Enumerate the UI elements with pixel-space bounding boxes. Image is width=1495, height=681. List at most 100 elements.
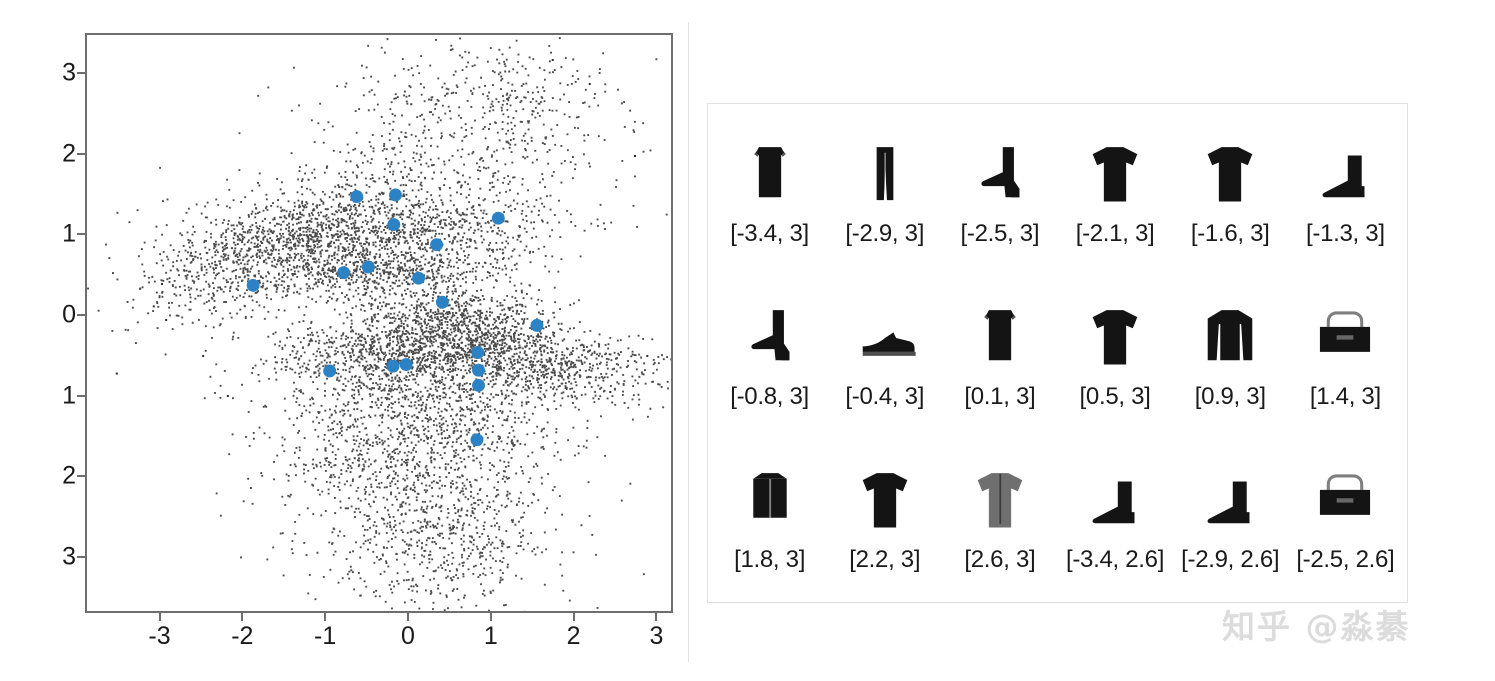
scatter-outlier-point <box>152 305 155 308</box>
highlighted-sample-point-16[interactable] <box>472 378 485 392</box>
decoded-grid-cell-label: [-2.9, 3] <box>845 220 925 248</box>
highlighted-sample-point-12[interactable] <box>386 359 400 373</box>
decoded-grid-cell[interactable]: [-1.3, 3] <box>1289 136 1401 246</box>
scatter-outlier-point <box>633 155 636 157</box>
decoded-grid-cell[interactable]: [1.8, 3] <box>714 462 826 572</box>
highlighted-sample-point-1[interactable] <box>389 188 402 202</box>
undefined <box>1320 474 1371 515</box>
highlighted-sample-point-17[interactable] <box>470 433 484 447</box>
x-tick-label-2: -1 <box>314 622 337 650</box>
decoded-grid-cell-label: [-2.9, 2.6] <box>1181 545 1280 573</box>
x-tick-label-3: 0 <box>401 622 415 650</box>
y-tick-label-1: 2 <box>62 139 76 168</box>
decoded-grid-row-1: [-0.8, 3] [-0.4, 3] [0.1, 3] [0.5, 3] [0.9, … <box>712 299 1403 409</box>
scatter-outlier-point <box>551 59 554 61</box>
y-tick-mark-4 <box>77 394 85 397</box>
decoded-grid-cell[interactable]: [-2.9, 2.6] <box>1174 462 1286 572</box>
highlighted-sample-point-7[interactable] <box>246 278 260 292</box>
decoded-grid-cell-label: [-2.5, 3] <box>960 220 1040 248</box>
x-tick-label-0: -3 <box>148 622 171 650</box>
decoded-grid-cell-label: [0.1, 3] <box>964 382 1036 410</box>
undefined <box>1092 310 1138 365</box>
x-tick-mark-0 <box>158 613 161 621</box>
decoded-grid-cell-label: [-3.4, 2.6] <box>1066 545 1165 573</box>
highlighted-sample-point-4[interactable] <box>430 238 444 252</box>
undefined <box>1207 310 1253 361</box>
undefined <box>1207 481 1250 523</box>
decoded-grid-cell-label: [-0.4, 3] <box>845 382 925 410</box>
highlighted-sample-point-0[interactable] <box>350 190 364 204</box>
y-tick-mark-3 <box>77 313 85 316</box>
decoded-grid-cell[interactable]: [0.1, 3] <box>944 299 1056 409</box>
decoded-grid-cell[interactable]: [-2.9, 3] <box>829 136 941 246</box>
latent-scatter-panel: 3 2 1 0 1 2 3 -3 -2 -1 0 1 2 3 <box>0 0 688 681</box>
highlighted-sample-point-11[interactable] <box>471 346 485 360</box>
decoded-grid-cell[interactable]: [1.4, 3] <box>1289 299 1401 409</box>
undefined <box>1320 311 1371 352</box>
decoded-grid-cell-label: [-2.5, 2.6] <box>1296 545 1395 573</box>
decoded-grid-cell[interactable]: [-2.5, 2.6] <box>1289 462 1401 572</box>
scatter-outlier-point <box>161 283 164 285</box>
scatter-outlier-point <box>646 355 649 357</box>
scatter-plot-frame <box>85 33 673 613</box>
watermark: 知乎 @淼綦 <box>1222 607 1411 646</box>
y-tick-mark-5 <box>77 475 85 478</box>
undefined <box>984 310 1016 361</box>
y-tick-label-6: 3 <box>62 542 76 571</box>
highlighted-sample-point-10[interactable] <box>530 318 544 332</box>
undefined <box>753 147 786 198</box>
decoded-grid-cell[interactable]: [-0.4, 3] <box>829 299 941 409</box>
scatter-canvas <box>87 37 671 611</box>
x-tick-mark-4 <box>489 613 492 621</box>
scatter-outlier-point <box>165 319 168 321</box>
decoded-grid-cell[interactable]: [0.9, 3] <box>1174 299 1286 409</box>
highlighted-sample-point-3[interactable] <box>387 218 401 232</box>
highlighted-sample-point-5[interactable] <box>337 266 351 280</box>
decoded-grid-cell-label: [2.6, 3] <box>964 545 1036 573</box>
decoded-grid-cell[interactable]: [0.5, 3] <box>1059 299 1171 409</box>
x-tick-mark-3 <box>406 613 409 621</box>
scatter-outlier-point <box>115 372 118 375</box>
undefined <box>1322 155 1365 198</box>
decoded-grid-cell[interactable]: [-2.1, 3] <box>1059 136 1171 246</box>
highlighted-sample-point-13[interactable] <box>399 358 413 372</box>
undefined <box>981 147 1020 198</box>
decoded-grid-cell-label: [-0.8, 3] <box>730 382 809 410</box>
scatter-outlier-point <box>226 395 229 397</box>
y-tick-mark-0 <box>77 72 85 75</box>
x-tick-label-5: 2 <box>566 622 581 650</box>
x-tick-mark-2 <box>324 613 327 621</box>
y-tick-label-0: 3 <box>62 58 76 87</box>
scatter-outlier-point <box>588 83 591 85</box>
x-tick-label-4: 1 <box>483 622 498 650</box>
scatter-outlier-point <box>202 355 205 357</box>
undefined <box>862 472 908 528</box>
highlighted-sample-point-8[interactable] <box>412 271 425 285</box>
decoded-grid-cell[interactable]: [-2.5, 3] <box>944 136 1056 246</box>
undefined <box>752 472 787 518</box>
y-tick-label-3: 0 <box>62 300 76 329</box>
decoded-image-grid-panel: [-3.4, 3] [-2.9, 3] [-2.5, 3] [-2.1, 3] [-1.… <box>707 103 1408 603</box>
undefined <box>977 472 1023 528</box>
x-tick-mark-1 <box>241 613 244 621</box>
decoded-grid-cell[interactable]: [-0.8, 3] <box>714 299 826 409</box>
x-tick-mark-5 <box>572 613 575 621</box>
x-tick-label-6: 3 <box>649 622 664 650</box>
decoded-grid-cell[interactable]: [2.2, 3] <box>829 462 941 572</box>
decoded-grid-cell-label: [-3.4, 3] <box>730 220 809 248</box>
highlighted-sample-point-6[interactable] <box>361 260 375 274</box>
decoded-grid-cell-label: [2.2, 3] <box>849 545 921 573</box>
highlighted-sample-point-9[interactable] <box>435 295 449 309</box>
decoded-grid-row-0: [-3.4, 3] [-2.9, 3] [-2.5, 3] [-2.1, 3] [-1.… <box>712 136 1403 246</box>
highlighted-sample-point-2[interactable] <box>491 211 505 225</box>
decoded-grid-cell[interactable]: [-3.4, 3] <box>714 136 826 246</box>
y-tick-label-4: 1 <box>62 381 76 409</box>
decoded-grid-cell[interactable]: [-1.6, 3] <box>1174 136 1286 246</box>
decoded-grid-cell-label: [-1.3, 3] <box>1306 220 1385 248</box>
highlighted-sample-point-14[interactable] <box>323 364 337 378</box>
y-tick-mark-1 <box>77 152 85 155</box>
undefined <box>862 332 916 356</box>
highlighted-sample-point-15[interactable] <box>472 363 485 377</box>
decoded-grid-cell[interactable]: [2.6, 3] <box>944 462 1056 572</box>
decoded-grid-cell[interactable]: [-3.4, 2.6] <box>1059 462 1171 572</box>
